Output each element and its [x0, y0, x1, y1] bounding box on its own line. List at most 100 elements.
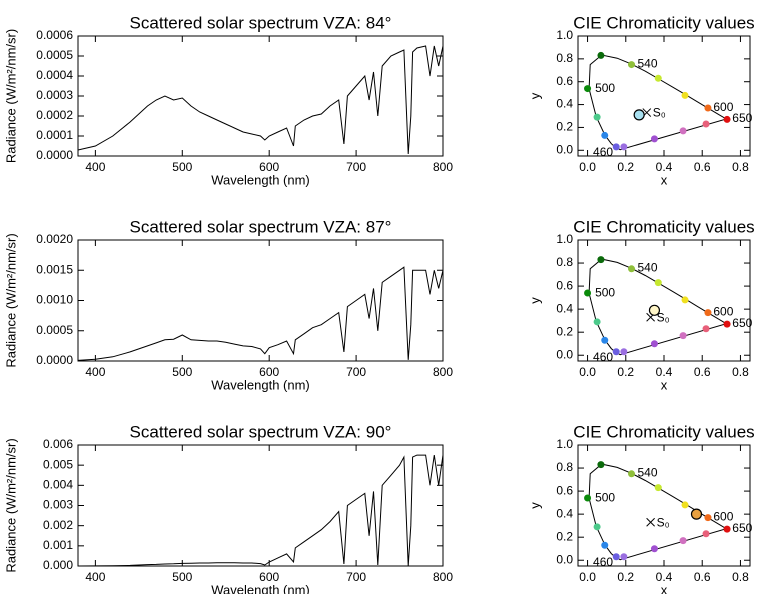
spectral-locus [588, 463, 728, 561]
y-axis-label: Radiance (W/m²/nm/sr) [3, 233, 18, 367]
locus-dot [702, 120, 710, 128]
locus-dot [628, 265, 636, 273]
x-tick-label: 800 [433, 570, 453, 584]
locus-dot [601, 131, 609, 139]
locus-dot [597, 256, 605, 264]
locus-dot [704, 514, 712, 522]
wavelength-label: 540 [638, 261, 658, 275]
chart-title: CIE Chromaticity values [573, 422, 754, 441]
locus-dot [654, 74, 662, 82]
locus-dot [612, 348, 620, 356]
locus-dot [681, 296, 689, 304]
wavelength-label: 650 [732, 111, 752, 125]
x-tick-label: 600 [259, 365, 279, 379]
reference-label: S₀ [657, 515, 670, 529]
wavelength-label: 460 [593, 555, 613, 569]
x-tick-label: 400 [85, 160, 105, 174]
x-tick-label: 500 [172, 570, 192, 584]
x-tick-label: 800 [433, 160, 453, 174]
y-tick-label: 0.8 [556, 51, 573, 65]
reference-label: S₀ [653, 106, 666, 120]
x-axis-label: Wavelength (nm) [211, 172, 310, 187]
y-tick-label: 0.4 [556, 301, 573, 315]
locus-dot [597, 51, 605, 59]
x-tick-label: 800 [433, 365, 453, 379]
measured-point [633, 109, 645, 121]
locus-dot [612, 553, 620, 561]
locus-dot [593, 318, 601, 326]
y-tick-label: 0.003 [43, 498, 73, 512]
y-tick-label: 1.0 [556, 28, 573, 42]
y-tick-label: 0.0010 [36, 293, 73, 307]
x-tick-label: 0.6 [694, 160, 711, 174]
x-tick-label: 0.4 [656, 570, 673, 584]
locus-dot [628, 61, 636, 69]
locus-dot [597, 461, 605, 469]
locus-dot [654, 484, 662, 492]
y-tick-label: 0.0015 [36, 262, 73, 276]
plot-frame [77, 35, 444, 157]
y-tick-label: 0.8 [556, 255, 573, 269]
y-tick-label: 0.000 [43, 558, 73, 572]
locus-dot [681, 501, 689, 509]
x-tick-label: 0.0 [579, 160, 596, 174]
locus-dot [650, 340, 658, 348]
locus-dot [584, 289, 592, 297]
locus-dot [612, 143, 620, 151]
locus-dot [584, 85, 592, 93]
chart-title: Scattered solar spectrum VZA: 84° [130, 13, 392, 32]
y-tick-label: 0.8 [556, 460, 573, 474]
y-tick-label: 0.0005 [36, 323, 73, 337]
y-tick-label: 0.0 [556, 347, 573, 361]
locus-dot [702, 325, 710, 333]
x-axis-label: x [661, 172, 668, 187]
spectral-locus [588, 54, 728, 151]
locus-dot [620, 348, 628, 356]
x-tick-label: 700 [346, 160, 366, 174]
y-tick-label: 0.4 [556, 506, 573, 520]
reference-label: S₀ [657, 310, 670, 324]
wavelength-label: 500 [595, 81, 615, 95]
wavelength-label: 500 [595, 285, 615, 299]
x-tick-label: 400 [85, 365, 105, 379]
locus-dot [593, 523, 601, 531]
y-tick-label: 0.002 [43, 518, 73, 532]
wavelength-label: 600 [713, 100, 733, 114]
y-tick-label: 0.005 [43, 457, 73, 471]
x-tick-label: 500 [172, 365, 192, 379]
x-tick-label: 400 [85, 570, 105, 584]
y-tick-label: 0.2 [556, 120, 573, 134]
y-tick-label: 0.0003 [36, 88, 73, 102]
locus-dot [681, 91, 689, 99]
locus-dot [601, 541, 609, 549]
x-tick-label: 600 [259, 570, 279, 584]
wavelength-label: 600 [713, 510, 733, 524]
y-tick-label: 0.0001 [36, 128, 73, 142]
locus-dot [723, 320, 731, 328]
y-axis-label: Radiance (W/m²/nm/sr) [3, 29, 18, 163]
locus-dot [679, 127, 687, 135]
locus-dot [679, 332, 687, 340]
wavelength-label: 650 [732, 316, 752, 330]
y-axis-label: y [527, 502, 542, 509]
locus-dot [620, 143, 628, 151]
y-tick-label: 0.001 [43, 538, 73, 552]
y-axis-label: y [527, 297, 542, 304]
measured-point [690, 508, 703, 520]
x-axis-label: Wavelength (nm) [211, 377, 310, 392]
wavelength-label: 650 [732, 521, 752, 535]
y-axis-label: y [527, 92, 542, 99]
y-tick-label: 0.2 [556, 529, 573, 543]
y-tick-label: 0.6 [556, 483, 573, 497]
y-tick-label: 0.0000 [36, 353, 73, 367]
x-tick-label: 0.2 [617, 570, 634, 584]
spectrum-line [77, 266, 444, 361]
locus-dot [601, 336, 609, 344]
x-tick-label: 500 [172, 160, 192, 174]
y-tick-label: 0.6 [556, 278, 573, 292]
spectrum-line [77, 454, 444, 567]
x-tick-label: 0.0 [579, 570, 596, 584]
wavelength-label: 540 [638, 56, 658, 70]
spectrum-line [77, 45, 444, 155]
